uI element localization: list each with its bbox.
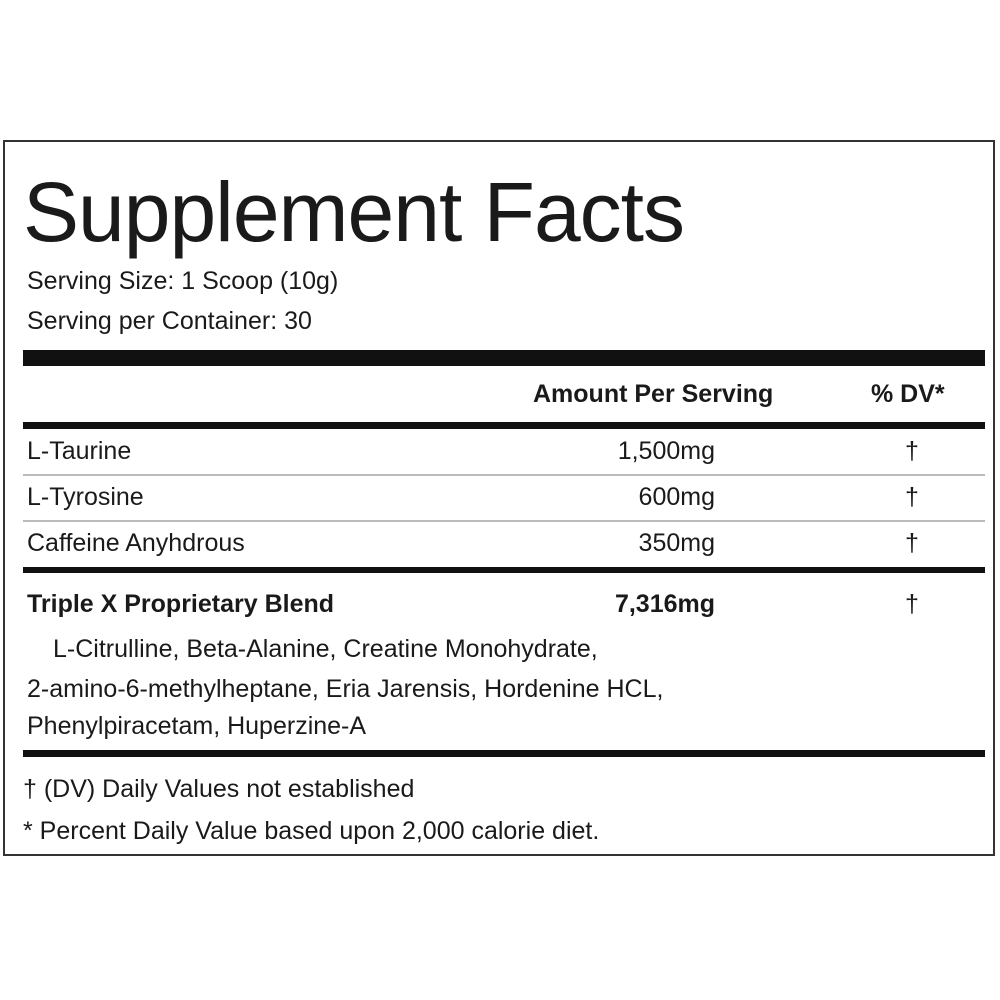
footnote: † (DV) Daily Values not established bbox=[23, 775, 415, 803]
ingredients: 2-amino-6-methylheptane, Eria Jarensis, … bbox=[27, 675, 664, 703]
servings: Serving per Container: 30 bbox=[27, 307, 312, 335]
serving-size: Serving Size: 1 Scoop (10g) bbox=[27, 267, 339, 295]
ingredient-name: Caffeine Anyhdrous bbox=[27, 529, 245, 557]
row-rule bbox=[23, 520, 985, 522]
ingredient-amount: 350mg bbox=[638, 529, 715, 557]
footnote: * Percent Daily Value based upon 2,000 c… bbox=[23, 817, 600, 845]
blend-dv: † bbox=[905, 590, 919, 618]
ingredient-dv: † bbox=[905, 437, 919, 465]
blend-amount: 7,316mg bbox=[614, 590, 715, 618]
thick-rule bbox=[23, 350, 985, 366]
title: Supplement Facts bbox=[23, 165, 685, 259]
amount-header: Amount Per Serving bbox=[533, 380, 774, 408]
ingredients: L-Citrulline, Beta-Alanine, Creatine Mon… bbox=[53, 635, 598, 663]
row-rule bbox=[23, 474, 985, 476]
ingredient-name: L-Tyrosine bbox=[27, 483, 144, 511]
rule bbox=[23, 422, 985, 429]
ingredients: Phenylpiracetam, Huperzine-A bbox=[27, 712, 367, 740]
ingredient-dv: † bbox=[905, 483, 919, 511]
rule bbox=[23, 750, 985, 757]
blend-name: Triple X Proprietary Blend bbox=[27, 590, 335, 618]
dv-header: % DV* bbox=[871, 380, 945, 408]
label: Supplement Facts Serving Size: 1 Scoop (… bbox=[3, 140, 995, 856]
ingredient-amount: 1,500mg bbox=[617, 437, 715, 465]
ingredient-dv: † bbox=[905, 529, 919, 557]
ingredient-name: L-Taurine bbox=[27, 437, 132, 465]
rule bbox=[23, 567, 985, 573]
ingredient-amount: 600mg bbox=[638, 483, 715, 511]
